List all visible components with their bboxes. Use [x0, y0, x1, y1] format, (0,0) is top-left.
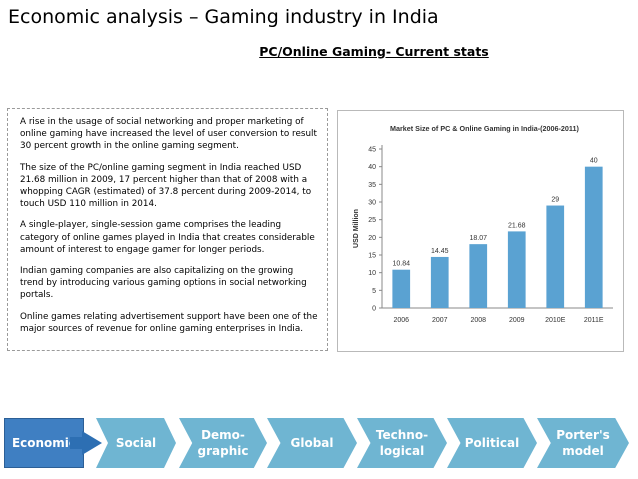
step-label: Global	[290, 436, 334, 450]
step-political[interactable]: Political	[447, 418, 537, 468]
slide-subtitle: PC/Online Gaming- Current stats	[259, 44, 489, 59]
step-label: Demo-graphic	[197, 428, 249, 458]
paragraph-1: A rise in the usage of social networking…	[20, 117, 317, 152]
bar	[469, 244, 488, 308]
arrow-right-icon	[82, 431, 102, 455]
data-label: 29	[551, 197, 559, 204]
y-tick-label: 40	[368, 164, 376, 171]
bar	[430, 256, 449, 308]
bar	[507, 231, 526, 308]
analysis-flow: Economic Social Demo-graphic Global Tech…	[0, 412, 638, 479]
y-axis-label: USD Million	[353, 209, 360, 248]
paragraph-5: Online games relating advertisement supp…	[20, 311, 318, 334]
data-label: 18.07	[469, 235, 487, 242]
step-social[interactable]: Social	[96, 418, 176, 468]
y-tick-label: 5	[372, 288, 376, 295]
text-box: A rise in the usage of social networking…	[7, 108, 328, 351]
step-economic[interactable]: Economic	[4, 418, 84, 468]
step-global[interactable]: Global	[267, 418, 357, 468]
bar	[392, 269, 411, 308]
x-tick-label: 2011E	[584, 317, 604, 324]
step-technological[interactable]: Techno-logical	[357, 418, 447, 468]
step-demographic[interactable]: Demo-graphic	[179, 418, 267, 468]
step-label: Techno-logical	[375, 428, 429, 458]
arrow-connector	[70, 437, 84, 449]
step-label: Porter's model	[556, 428, 610, 458]
data-label: 40	[590, 158, 598, 165]
x-tick-label: 2008	[470, 317, 486, 324]
y-tick-label: 0	[372, 306, 376, 313]
step-label: Political	[464, 436, 520, 450]
slide-title: Economic analysis – Gaming industry in I…	[8, 6, 439, 28]
x-tick-label: 2009	[509, 317, 525, 324]
step-label: Economic	[11, 436, 77, 450]
paragraph-4: Indian gaming companies are also capital…	[20, 266, 307, 301]
bar	[584, 166, 603, 308]
paragraph-3: A single-player, single-session game com…	[20, 220, 315, 255]
x-tick-label: 2010E	[545, 317, 566, 324]
y-tick-label: 10	[368, 270, 376, 277]
step-porters-model[interactable]: Porter's model	[537, 418, 629, 468]
y-tick-label: 45	[368, 147, 376, 154]
chart-svg: Market Size of PC & Online Gaming in Ind…	[353, 124, 613, 324]
x-tick-label: 2006	[393, 317, 409, 324]
y-tick-label: 35	[368, 182, 376, 189]
x-tick-label: 2007	[432, 317, 448, 324]
y-tick-label: 20	[368, 235, 376, 242]
y-tick-label: 15	[368, 253, 376, 260]
data-label: 10.84	[392, 261, 410, 268]
y-tick-label: 25	[368, 217, 376, 224]
market-size-chart: Market Size of PC & Online Gaming in Ind…	[337, 110, 624, 352]
step-label: Social	[115, 436, 157, 450]
bar	[546, 205, 565, 308]
y-tick-label: 30	[368, 200, 376, 207]
paragraph-2: The size of the PC/online gaming segment…	[20, 162, 312, 210]
data-label: 21.68	[508, 222, 526, 229]
data-label: 14.45	[431, 248, 449, 255]
chart-title: Market Size of PC & Online Gaming in Ind…	[390, 124, 580, 133]
